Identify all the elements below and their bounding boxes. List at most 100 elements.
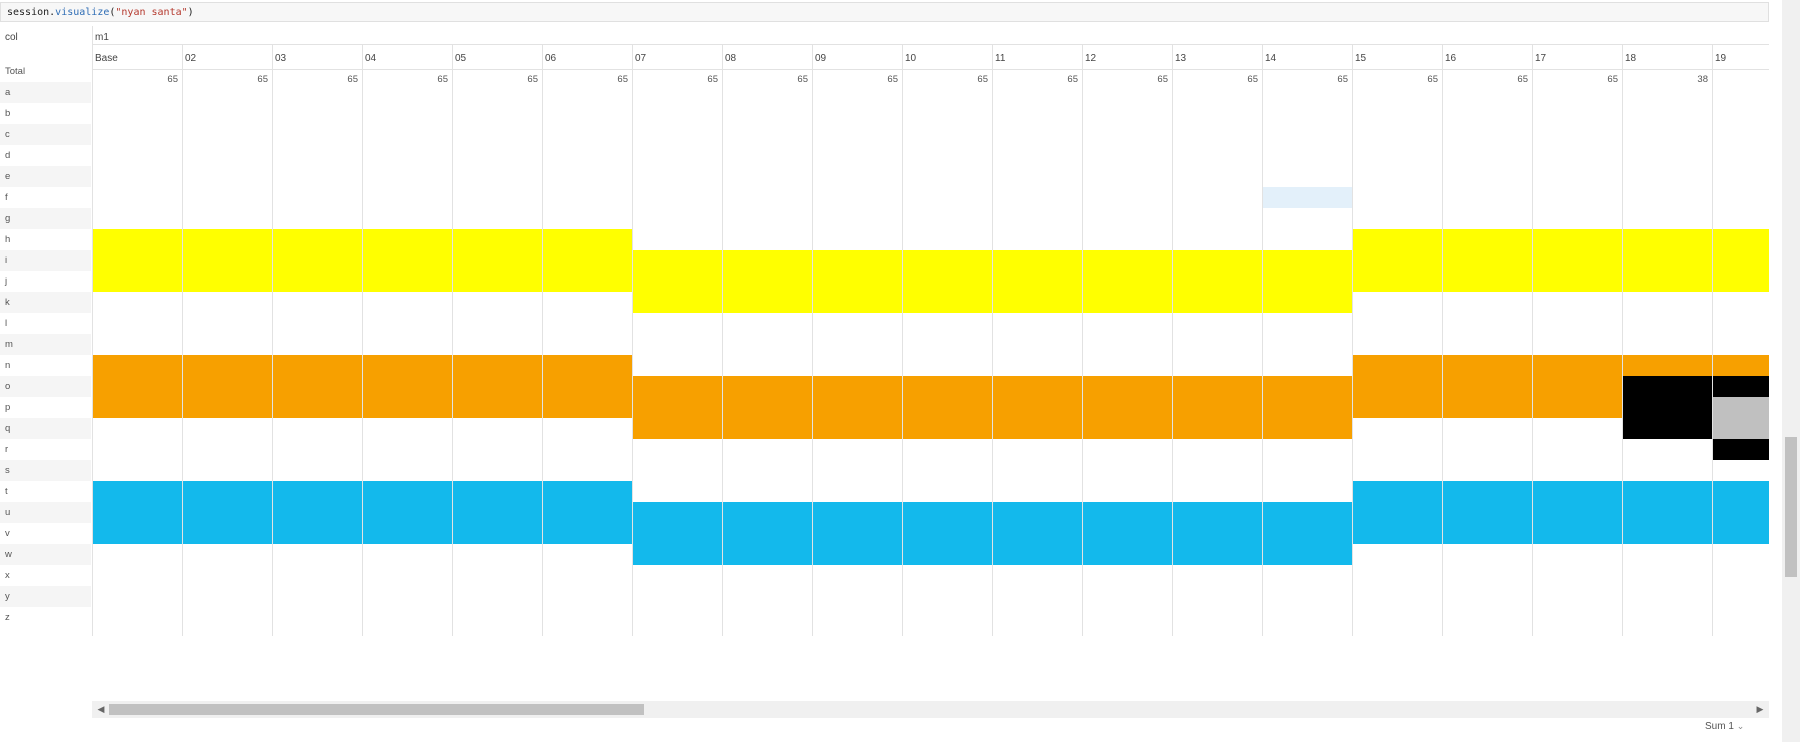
column-divider (1442, 44, 1443, 636)
total-value: 65 (1247, 74, 1258, 85)
row-label-x: x (5, 570, 10, 581)
row-label-s: s (0, 460, 91, 481)
total-value: 65 (437, 74, 448, 85)
color-block (1622, 355, 1769, 376)
column-header-06[interactable]: 06 (545, 53, 557, 64)
column-divider (1082, 44, 1083, 636)
row-label-c: c (0, 124, 91, 145)
column-divider (182, 44, 183, 636)
row-label-i: i (0, 250, 91, 271)
column-header-13[interactable]: 13 (1175, 53, 1187, 64)
column-header-18[interactable]: 18 (1625, 53, 1637, 64)
row-label-h: h (5, 234, 11, 245)
column-divider (92, 26, 93, 636)
status-sum-label: Sum 1 (1705, 721, 1734, 732)
row-label-j: j (5, 276, 8, 287)
row-label-l: l (5, 318, 8, 329)
color-block (1352, 355, 1622, 418)
column-divider (632, 44, 633, 636)
row-label-o: o (0, 376, 91, 397)
row-label-f: f (5, 192, 8, 203)
column-divider (362, 44, 363, 636)
vertical-scrollbar[interactable] (1782, 0, 1800, 742)
row-label-v: v (5, 528, 10, 539)
column-divider (1262, 44, 1263, 636)
column-divider (1352, 44, 1353, 636)
row-label-w: w (0, 544, 91, 565)
column-header-17[interactable]: 17 (1535, 53, 1547, 64)
total-value: 65 (1607, 74, 1618, 85)
column-header-19[interactable]: 19 (1715, 53, 1727, 64)
column-header-12[interactable]: 12 (1085, 53, 1097, 64)
column-header-03[interactable]: 03 (275, 53, 287, 64)
total-value: 65 (257, 74, 268, 85)
column-divider (542, 44, 543, 636)
total-value: 65 (527, 74, 538, 85)
color-block (1262, 187, 1352, 208)
row-label-t: t (5, 486, 8, 497)
row-label-z: z (5, 612, 10, 623)
column-header-08[interactable]: 08 (725, 53, 737, 64)
horizontal-scrollbar[interactable]: ◀ ▶ (92, 701, 1769, 718)
color-block (1712, 397, 1769, 439)
header-bottom-divider (92, 69, 1769, 70)
total-value: 65 (977, 74, 988, 85)
total-value: 65 (1517, 74, 1528, 85)
column-header-15[interactable]: 15 (1355, 53, 1367, 64)
column-header-14[interactable]: 14 (1265, 53, 1277, 64)
total-value: 65 (797, 74, 808, 85)
code-open-paren: ( (109, 7, 116, 18)
total-value: 65 (887, 74, 898, 85)
total-value: 65 (167, 74, 178, 85)
corner-label: col (5, 32, 18, 43)
color-block (1712, 439, 1769, 460)
status-sum[interactable]: Sum 1 ⌄ (1705, 721, 1744, 732)
row-label-m: m (0, 334, 91, 355)
column-divider (1172, 44, 1173, 636)
scroll-right-arrow-icon[interactable]: ▶ (1756, 704, 1764, 714)
row-label-y: y (0, 586, 91, 607)
total-row-label: Total (5, 66, 26, 77)
vertical-scroll-thumb[interactable] (1785, 437, 1797, 577)
code-prefix: session. (7, 7, 56, 18)
total-value: 65 (617, 74, 628, 85)
column-divider (1712, 44, 1713, 636)
code-function: visualize (55, 7, 110, 18)
column-header-04[interactable]: 04 (365, 53, 377, 64)
column-header-Base[interactable]: Base (95, 53, 118, 64)
column-header-05[interactable]: 05 (455, 53, 467, 64)
header-divider (92, 44, 1769, 45)
color-block (1352, 229, 1769, 292)
row-label-g: g (0, 208, 91, 229)
column-header-02[interactable]: 02 (185, 53, 197, 64)
row-label-e: e (0, 166, 91, 187)
color-block (1712, 376, 1769, 397)
column-divider (1622, 44, 1623, 636)
scroll-left-arrow-icon[interactable]: ◀ (97, 704, 105, 714)
row-label-r: r (5, 444, 9, 455)
column-divider (452, 44, 453, 636)
total-value: 65 (1337, 74, 1348, 85)
row-label-q: q (0, 418, 91, 439)
row-label-d: d (5, 150, 11, 161)
code-cell[interactable]: session.visualize("nyan santa") (0, 2, 1769, 22)
column-header-09[interactable]: 09 (815, 53, 827, 64)
column-header-10[interactable]: 10 (905, 53, 917, 64)
pivot-grid: col m1 Total a b c d e f g h i j k l m n o p q r s t u v w x y z Ba… (0, 26, 1769, 638)
column-header-07[interactable]: 07 (635, 53, 647, 64)
horizontal-scroll-thumb[interactable] (109, 704, 644, 715)
total-value: 65 (1427, 74, 1438, 85)
column-divider (1532, 44, 1533, 636)
chevron-down-icon: ⌄ (1736, 721, 1745, 731)
total-value: 65 (1067, 74, 1078, 85)
row-label-k: k (0, 292, 91, 313)
column-header-16[interactable]: 16 (1445, 53, 1457, 64)
total-value: 65 (707, 74, 718, 85)
row-label-n: n (5, 360, 11, 371)
row-label-p: p (5, 402, 11, 413)
color-block (1352, 481, 1769, 544)
column-divider (992, 44, 993, 636)
column-header-11[interactable]: 11 (995, 53, 1006, 64)
code-string-argument: "nyan santa" (115, 7, 188, 18)
code-close-paren: ) (187, 7, 194, 18)
